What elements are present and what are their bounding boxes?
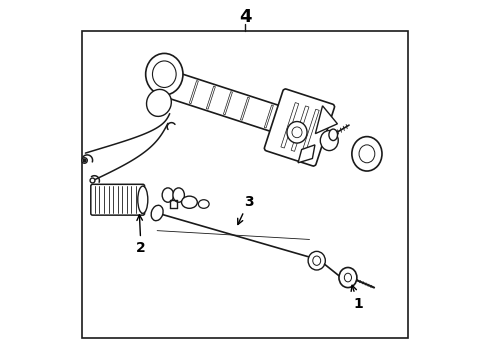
Ellipse shape	[308, 251, 325, 270]
Polygon shape	[298, 145, 315, 163]
Bar	[241, 97, 249, 120]
Ellipse shape	[287, 122, 307, 143]
Text: 4: 4	[239, 8, 251, 26]
Ellipse shape	[162, 188, 173, 202]
Ellipse shape	[339, 267, 357, 288]
Bar	[264, 105, 273, 128]
Ellipse shape	[313, 256, 320, 265]
Text: 3: 3	[238, 194, 253, 225]
Bar	[223, 92, 232, 115]
FancyBboxPatch shape	[158, 69, 296, 137]
Bar	[189, 81, 198, 104]
Text: 1: 1	[351, 285, 363, 311]
Ellipse shape	[151, 205, 163, 221]
Ellipse shape	[138, 186, 148, 213]
Ellipse shape	[198, 200, 209, 208]
Ellipse shape	[329, 129, 338, 140]
Bar	[82, 31, 408, 338]
Text: 2: 2	[136, 215, 146, 255]
Bar	[301, 109, 319, 155]
Polygon shape	[316, 106, 338, 134]
Ellipse shape	[344, 273, 351, 282]
Ellipse shape	[359, 145, 375, 163]
Ellipse shape	[152, 61, 176, 87]
Ellipse shape	[173, 188, 184, 202]
Bar	[291, 106, 309, 151]
Bar	[206, 86, 216, 109]
Ellipse shape	[181, 196, 197, 208]
Ellipse shape	[292, 127, 302, 138]
FancyBboxPatch shape	[91, 184, 145, 215]
FancyBboxPatch shape	[264, 89, 335, 166]
Ellipse shape	[352, 136, 382, 171]
Bar	[281, 103, 299, 148]
Ellipse shape	[147, 89, 172, 116]
Ellipse shape	[320, 131, 338, 150]
Ellipse shape	[146, 53, 183, 95]
